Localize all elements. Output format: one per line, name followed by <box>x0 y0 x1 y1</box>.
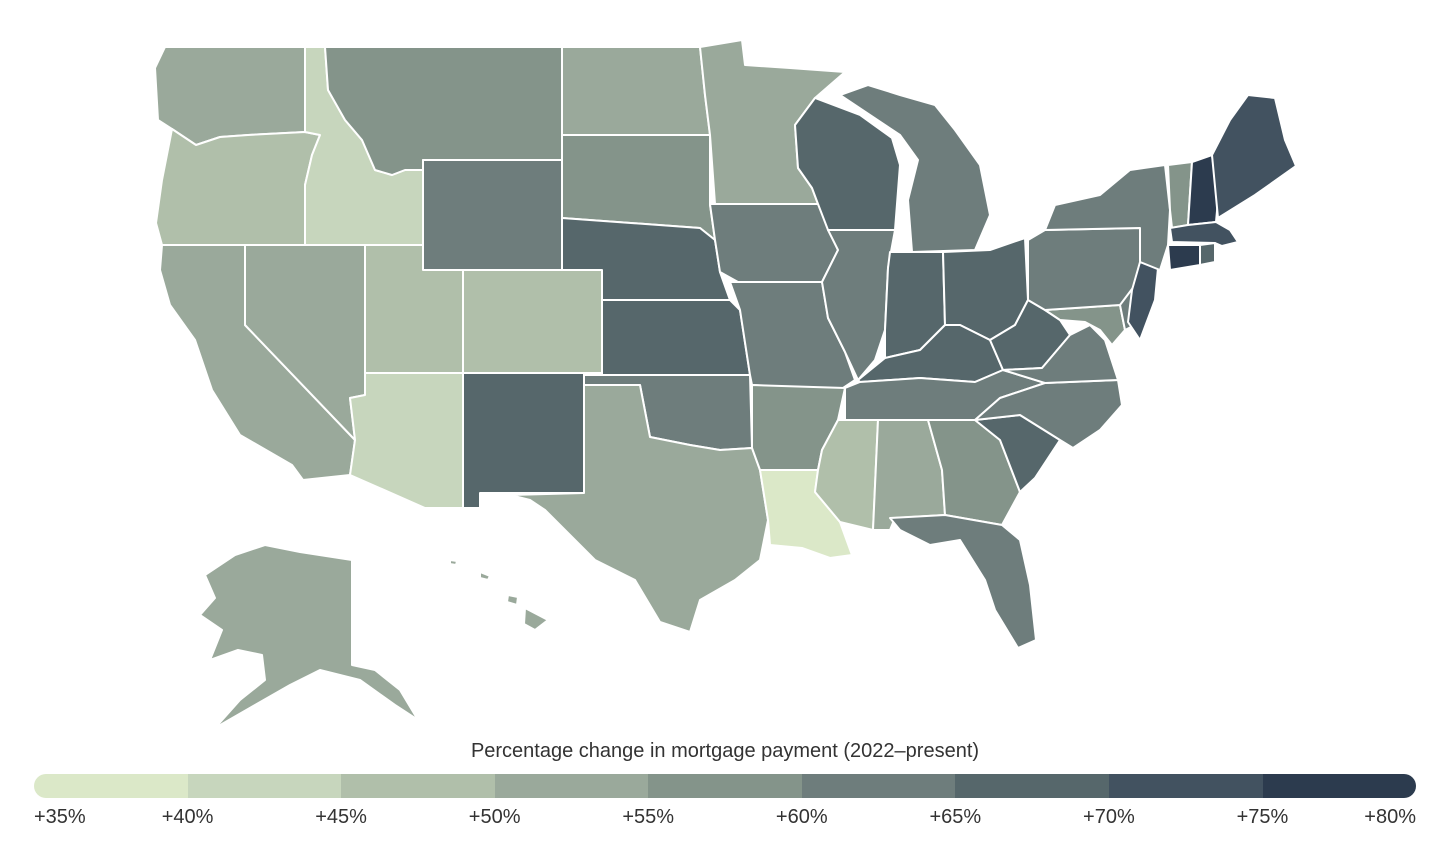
legend-swatch-0 <box>34 774 188 798</box>
legend-tick-label: +75% <box>1236 806 1289 828</box>
state-co[interactable] <box>462 269 603 374</box>
legend-swatch-8 <box>1262 774 1416 798</box>
state-va[interactable] <box>1002 324 1119 384</box>
legend-swatch-5 <box>801 774 956 798</box>
state-nd[interactable] <box>561 46 711 136</box>
state-hi[interactable] <box>449 559 549 631</box>
legend-tick-label: +35% <box>34 806 86 828</box>
legend-tick-label: +40% <box>161 806 214 828</box>
state-mi[interactable] <box>839 84 991 253</box>
legend-tick-label: +45% <box>315 806 367 828</box>
legend-tick-label: +50% <box>468 806 521 828</box>
legend-tick-label: +80% <box>1364 806 1416 828</box>
legend-swatch-3 <box>494 774 649 798</box>
state-ri[interactable] <box>1199 242 1216 266</box>
state-fl[interactable] <box>889 514 1037 649</box>
state-tx[interactable] <box>509 384 769 633</box>
legend-tick-labels: +35% +40% +45% +50% +55% +60% +65% +70% +75% +80% <box>34 806 1416 832</box>
legend-tick-label: +55% <box>622 806 675 828</box>
legend-tick-label: +65% <box>929 806 982 828</box>
state-wy[interactable] <box>422 159 563 271</box>
state-ks[interactable] <box>601 299 751 376</box>
legend-swatch-6 <box>955 774 1109 798</box>
legend-color-bar <box>34 774 1416 798</box>
legend-tick-label: +60% <box>775 806 828 828</box>
legend-swatch-4 <box>648 774 802 798</box>
state-ia[interactable] <box>709 203 839 283</box>
us-choropleth-map <box>154 39 1297 729</box>
state-ct[interactable] <box>1167 244 1201 271</box>
legend-tick-label: +70% <box>1083 806 1135 828</box>
legend-swatch-2 <box>341 774 495 798</box>
state-or[interactable] <box>155 128 321 246</box>
legend-swatch-7 <box>1108 774 1263 798</box>
state-nm[interactable] <box>462 372 585 509</box>
legend-title: Percentage change in mortgage payment (2… <box>470 740 980 762</box>
legend-swatch-1 <box>187 774 342 798</box>
state-ak[interactable] <box>199 544 419 729</box>
state-ma[interactable] <box>1169 221 1239 247</box>
state-wa[interactable] <box>154 46 306 146</box>
state-me[interactable] <box>1211 94 1297 219</box>
state-az[interactable] <box>349 372 464 509</box>
